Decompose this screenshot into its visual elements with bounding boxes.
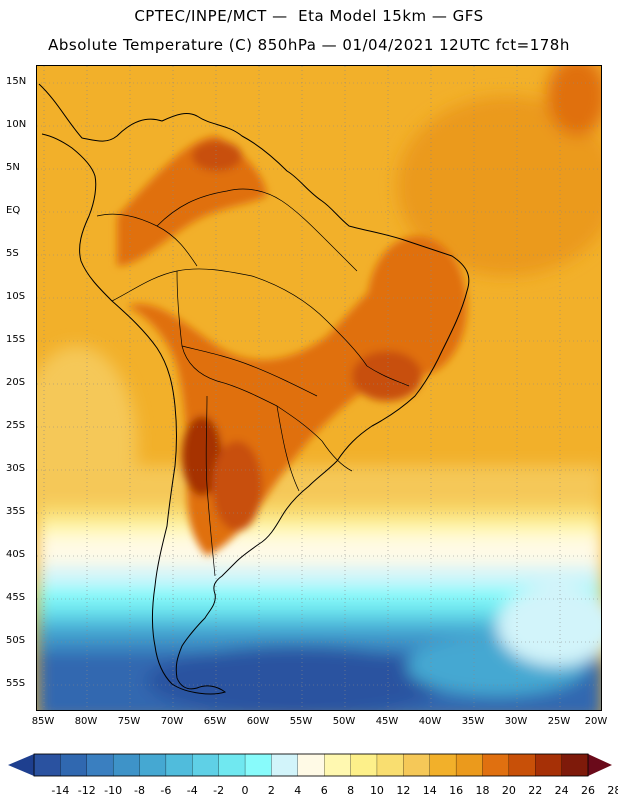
lat-label-eq: EQ	[6, 205, 21, 216]
field-warm-east	[397, 96, 601, 276]
colorbar-label: 2	[267, 784, 275, 797]
colorbar-swatch	[535, 753, 563, 777]
colorbar-swatch	[165, 753, 193, 777]
colorbar-label: 22	[528, 784, 543, 797]
colorbar-label: 20	[501, 784, 516, 797]
colorbar-label: -10	[104, 784, 123, 797]
colorbar-left-arrow	[8, 754, 34, 776]
colorbar-label: 8	[347, 784, 355, 797]
field-warm-ne	[547, 66, 601, 136]
temperature-map	[36, 65, 602, 711]
lat-label-45s: 45S	[6, 592, 26, 603]
colorbar-swatch	[60, 753, 88, 777]
lon-label-60w: 60W	[246, 716, 270, 727]
colorbar-swatch	[482, 753, 510, 777]
colorbar-label: 12	[396, 784, 411, 797]
colorbar-label: 16	[449, 784, 464, 797]
field-light-east	[497, 586, 601, 666]
colorbar-label: -12	[77, 784, 96, 797]
field-cold-core	[147, 646, 447, 710]
lat-label-15s: 15S	[6, 334, 26, 345]
colorbar-swatch	[139, 753, 167, 777]
lon-label-45w: 45W	[375, 716, 399, 727]
lon-label-40w: 40W	[418, 716, 442, 727]
lon-label-55w: 55W	[289, 716, 313, 727]
colorbar-label: -2	[213, 784, 225, 797]
colorbar-swatch	[33, 753, 62, 777]
colorbar-swatch	[455, 753, 484, 777]
field-hot-mt	[352, 351, 422, 401]
coastline-south-america	[38, 83, 470, 695]
colorbar-swatch	[324, 753, 352, 777]
lat-label-15n: 15N	[6, 76, 27, 87]
lon-label-30w: 30W	[504, 716, 528, 727]
lon-label-20w: 20W	[584, 716, 608, 727]
lon-label-35w: 35W	[461, 716, 485, 727]
colorbar-label: 24	[554, 784, 569, 797]
colorbar-swatch	[192, 753, 220, 777]
colorbar-label: 0	[241, 784, 249, 797]
field-hottest-argentina	[182, 416, 222, 496]
country-borders	[96, 188, 410, 577]
colorbar-swatch	[403, 753, 431, 777]
colorbar-swatch	[244, 753, 273, 777]
colorbar-swatch	[561, 753, 589, 777]
colorbar-label: -4	[186, 784, 198, 797]
field-hot-cordoba	[212, 441, 262, 531]
lon-label-65w: 65W	[203, 716, 227, 727]
colorbar-label: 18	[475, 784, 490, 797]
lat-label-10s: 10S	[6, 291, 26, 302]
lat-label-50s: 50S	[6, 635, 26, 646]
lon-label-50w: 50W	[332, 716, 356, 727]
colorbar-swatch	[271, 753, 299, 777]
colorbar-label: 10	[369, 784, 384, 797]
lat-label-20s: 20S	[6, 377, 26, 388]
lat-label-10n: 10N	[6, 119, 27, 130]
colorbar-label: -14	[51, 784, 70, 797]
lat-label-5s: 5S	[6, 248, 19, 259]
colorbar-outline	[33, 753, 589, 777]
colorbar-label: -6	[160, 784, 172, 797]
colorbar-label: 6	[320, 784, 328, 797]
lon-label-80w: 80W	[74, 716, 98, 727]
field-hot-venezuela	[192, 141, 242, 171]
chart-title-line1: CPTEC/INPE/MCT — Eta Model 15km — GFS	[134, 7, 484, 25]
lat-label-40s: 40S	[6, 549, 26, 560]
colorbar	[8, 753, 612, 777]
colorbar-right-arrow	[588, 754, 612, 776]
colorbar-swatch	[86, 753, 114, 777]
colorbar-label: 14	[422, 784, 437, 797]
lon-label-25w: 25W	[547, 716, 571, 727]
colorbar-label: 4	[294, 784, 302, 797]
lat-label-55s: 55S	[6, 678, 26, 689]
lon-label-85w: 85W	[31, 716, 55, 727]
colorbar-label: -8	[134, 784, 145, 797]
colorbar-swatches	[33, 753, 589, 777]
lat-label-5n: 5N	[6, 162, 20, 173]
colorbar-swatch	[376, 753, 404, 777]
lon-label-70w: 70W	[160, 716, 184, 727]
lon-label-75w: 75W	[117, 716, 141, 727]
colorbar-swatch	[429, 753, 457, 777]
colorbar-label: 26	[581, 784, 595, 797]
lat-label-25s: 25S	[6, 420, 26, 431]
chart-title-line2: Absolute Temperature (C) 850hPa — 01/04/…	[48, 36, 570, 54]
colorbar-label: 28	[607, 784, 618, 797]
colorbar-swatch	[218, 753, 246, 777]
colorbar-swatch	[508, 753, 536, 777]
colorbar-swatch	[350, 753, 378, 777]
lat-label-35s: 35S	[6, 506, 26, 517]
colorbar-swatch	[297, 753, 325, 777]
colorbar-swatch	[112, 753, 141, 777]
lat-label-30s: 30S	[6, 463, 26, 474]
